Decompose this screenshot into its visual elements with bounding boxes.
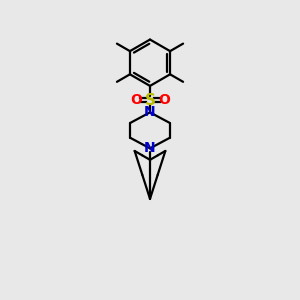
- Text: N: N: [144, 141, 156, 155]
- Text: O: O: [130, 93, 142, 107]
- Text: N: N: [144, 105, 156, 119]
- Text: O: O: [158, 93, 170, 107]
- Text: S: S: [145, 93, 155, 108]
